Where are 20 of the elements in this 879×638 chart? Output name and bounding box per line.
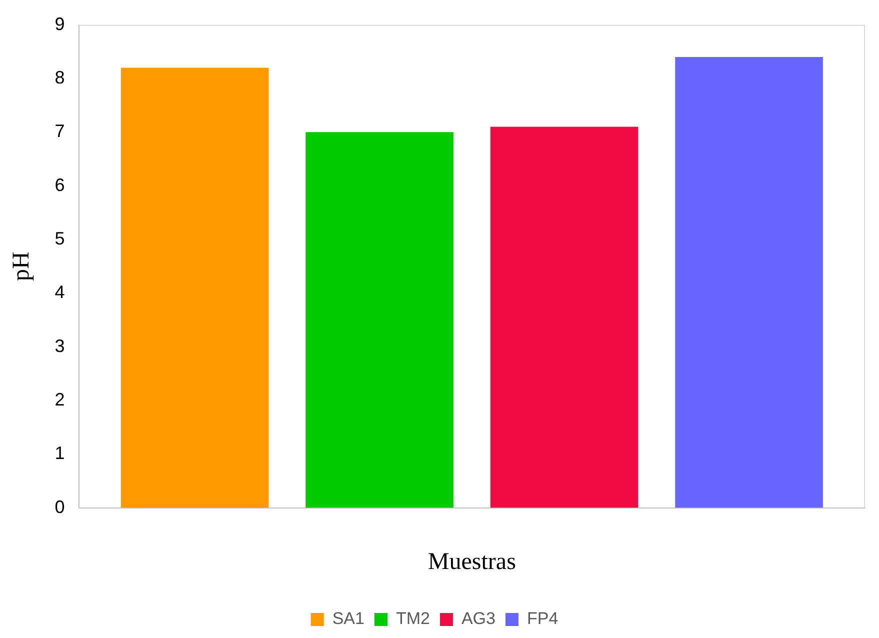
bar <box>490 126 638 508</box>
legend-label: FP4 <box>526 609 558 628</box>
bar <box>675 57 823 508</box>
y-tick-label: 5 <box>54 228 65 248</box>
y-axis-title: pH <box>8 252 35 281</box>
bar <box>306 132 454 508</box>
y-tick-label: 9 <box>54 14 65 34</box>
bar <box>120 68 269 508</box>
legend-label: TM2 <box>396 609 430 628</box>
y-tick-label: 6 <box>54 174 65 195</box>
y-tick-label: 2 <box>54 389 65 410</box>
y-tick-label: 7 <box>54 121 65 142</box>
y-tick-label: 8 <box>54 67 65 88</box>
y-tick-label: 0 <box>54 496 65 517</box>
x-axis-title: Muestras <box>428 548 516 575</box>
legend-label: AG3 <box>461 609 496 628</box>
y-tick-label: 3 <box>54 336 65 356</box>
y-tick-label: 1 <box>54 443 65 464</box>
legend-label: SA1 <box>332 609 364 628</box>
y-tick-label: 4 <box>54 282 65 302</box>
